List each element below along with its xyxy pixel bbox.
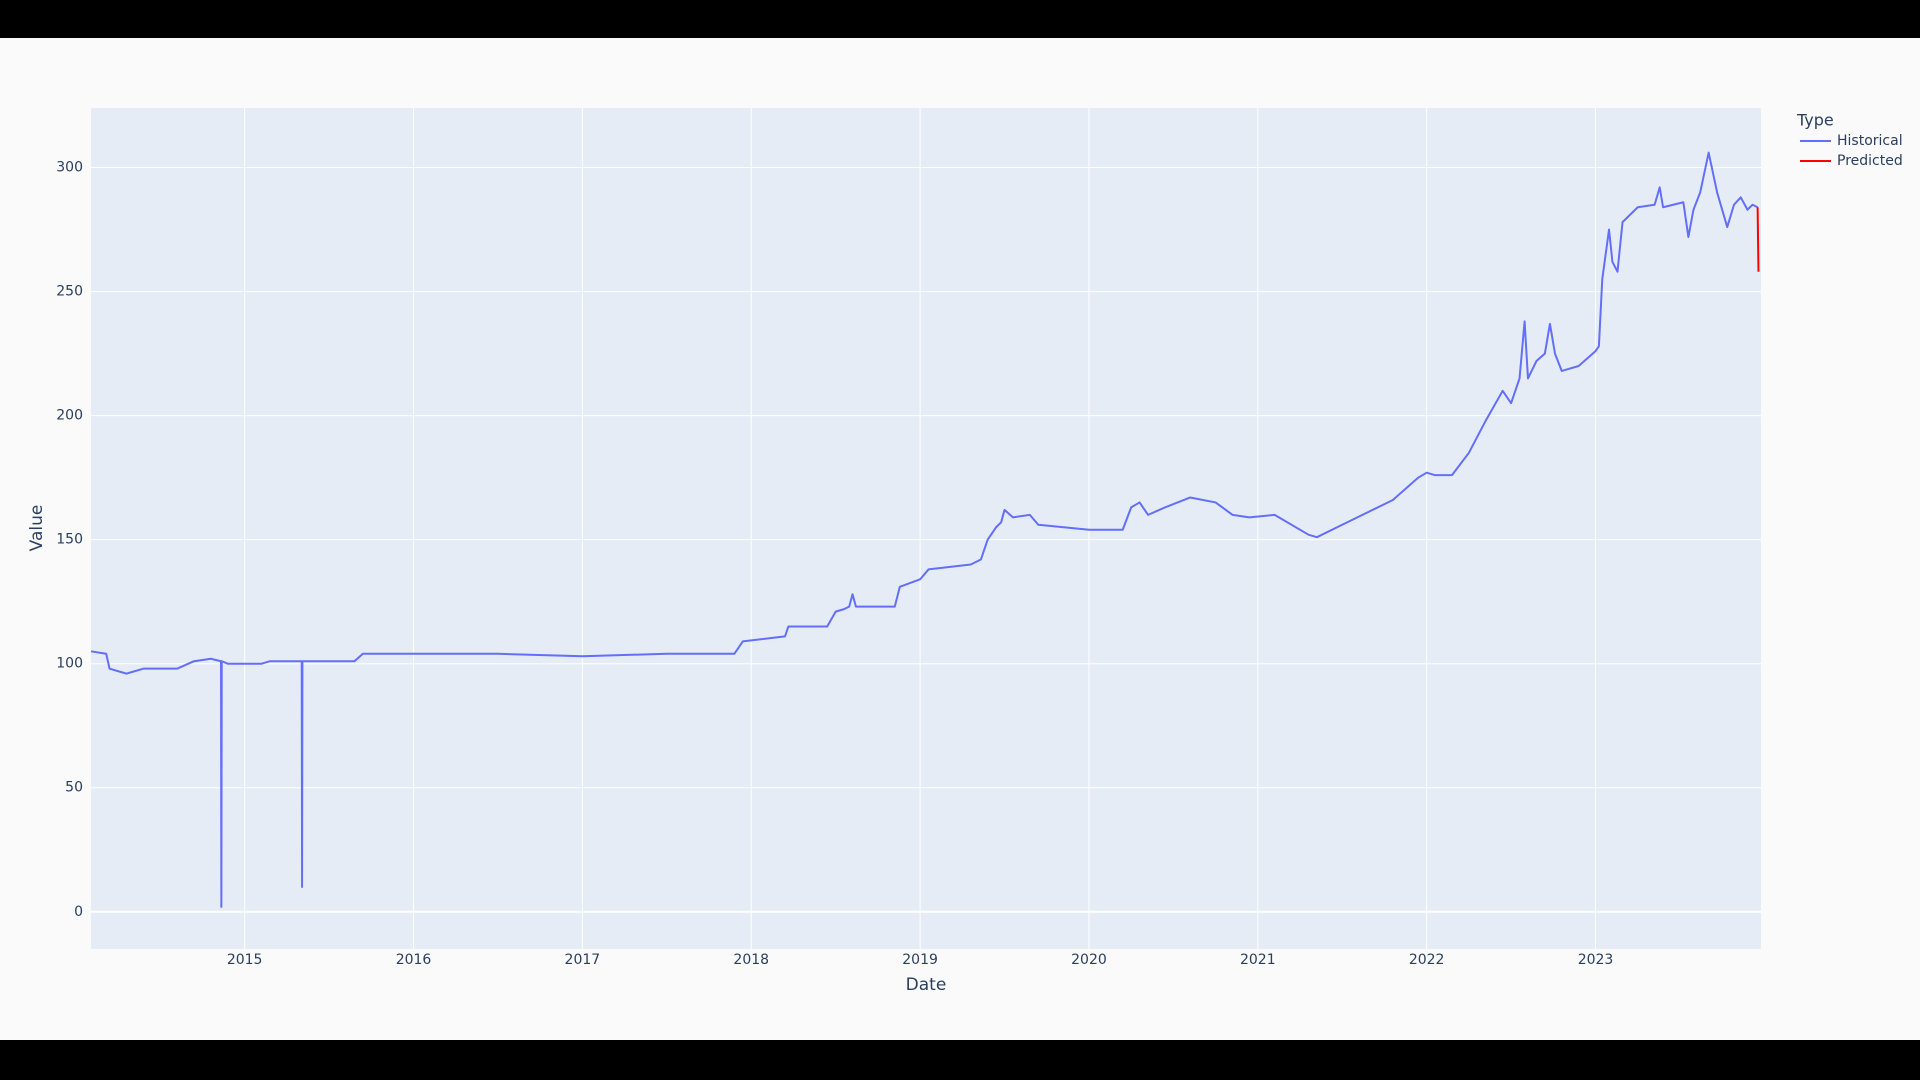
x-axis-title: Date bbox=[906, 975, 947, 995]
y-tick-label: 50 bbox=[65, 780, 83, 796]
y-tick-label: 100 bbox=[56, 656, 83, 672]
legend-title: Type bbox=[1796, 111, 1834, 130]
y-tick-label: 0 bbox=[74, 904, 83, 920]
x-tick-label: 2019 bbox=[902, 952, 938, 968]
y-axis-title: Value bbox=[27, 505, 47, 552]
y-tick-label: 200 bbox=[56, 408, 83, 424]
bottom-bar bbox=[0, 1040, 1920, 1080]
series-line bbox=[1756, 207, 1760, 272]
x-tick-label: 2022 bbox=[1409, 952, 1445, 968]
y-tick-label: 250 bbox=[56, 284, 83, 300]
x-tick-label: 2016 bbox=[396, 952, 432, 968]
x-tick-label: 2020 bbox=[1071, 952, 1107, 968]
y-tick-label: 300 bbox=[56, 160, 83, 176]
top-bar bbox=[0, 0, 1920, 38]
x-tick-label: 2023 bbox=[1578, 952, 1614, 968]
y-tick-label: 150 bbox=[56, 532, 83, 548]
legend-label: Predicted bbox=[1837, 153, 1903, 169]
x-tick-label: 2017 bbox=[565, 952, 601, 968]
x-tick-label: 2015 bbox=[227, 952, 263, 968]
x-tick-label: 2021 bbox=[1240, 952, 1276, 968]
x-tick-label: 2018 bbox=[733, 952, 769, 968]
legend-label: Historical bbox=[1837, 133, 1903, 149]
series-line bbox=[90, 151, 1759, 908]
plot-background bbox=[91, 108, 1761, 949]
